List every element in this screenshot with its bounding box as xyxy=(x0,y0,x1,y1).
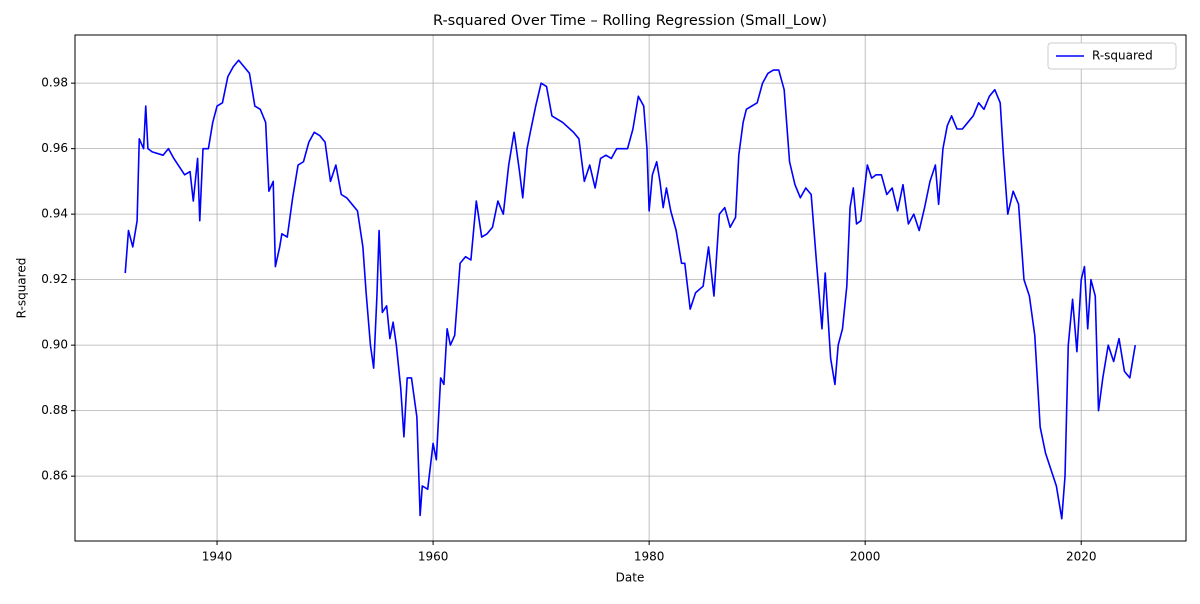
x-tick-label: 2020 xyxy=(1066,550,1097,564)
y-tick-label: 0.98 xyxy=(41,76,68,90)
legend-box xyxy=(1047,42,1177,70)
y-tick-label: 0.90 xyxy=(41,338,68,352)
x-tick-label: 1940 xyxy=(202,550,233,564)
y-tick-label: 0.88 xyxy=(41,403,68,417)
data-line xyxy=(124,59,1137,520)
y-tick-label: 0.86 xyxy=(41,469,68,483)
chart-title: R-squared Over Time – Rolling Regression… xyxy=(433,13,827,29)
y-axis-label: R-squared xyxy=(15,258,29,319)
y-tick-label: 0.92 xyxy=(41,272,68,286)
y-tick-label: 0.94 xyxy=(41,207,68,221)
plot-frame xyxy=(74,34,1187,542)
x-tick-label: 1980 xyxy=(634,550,665,564)
x-axis-label: Date xyxy=(616,571,645,585)
y-tick-label: 0.96 xyxy=(41,141,68,155)
x-tick-label: 1960 xyxy=(418,550,449,564)
x-tick-label: 2000 xyxy=(850,550,881,564)
legend-label: R-squared xyxy=(1092,49,1153,63)
